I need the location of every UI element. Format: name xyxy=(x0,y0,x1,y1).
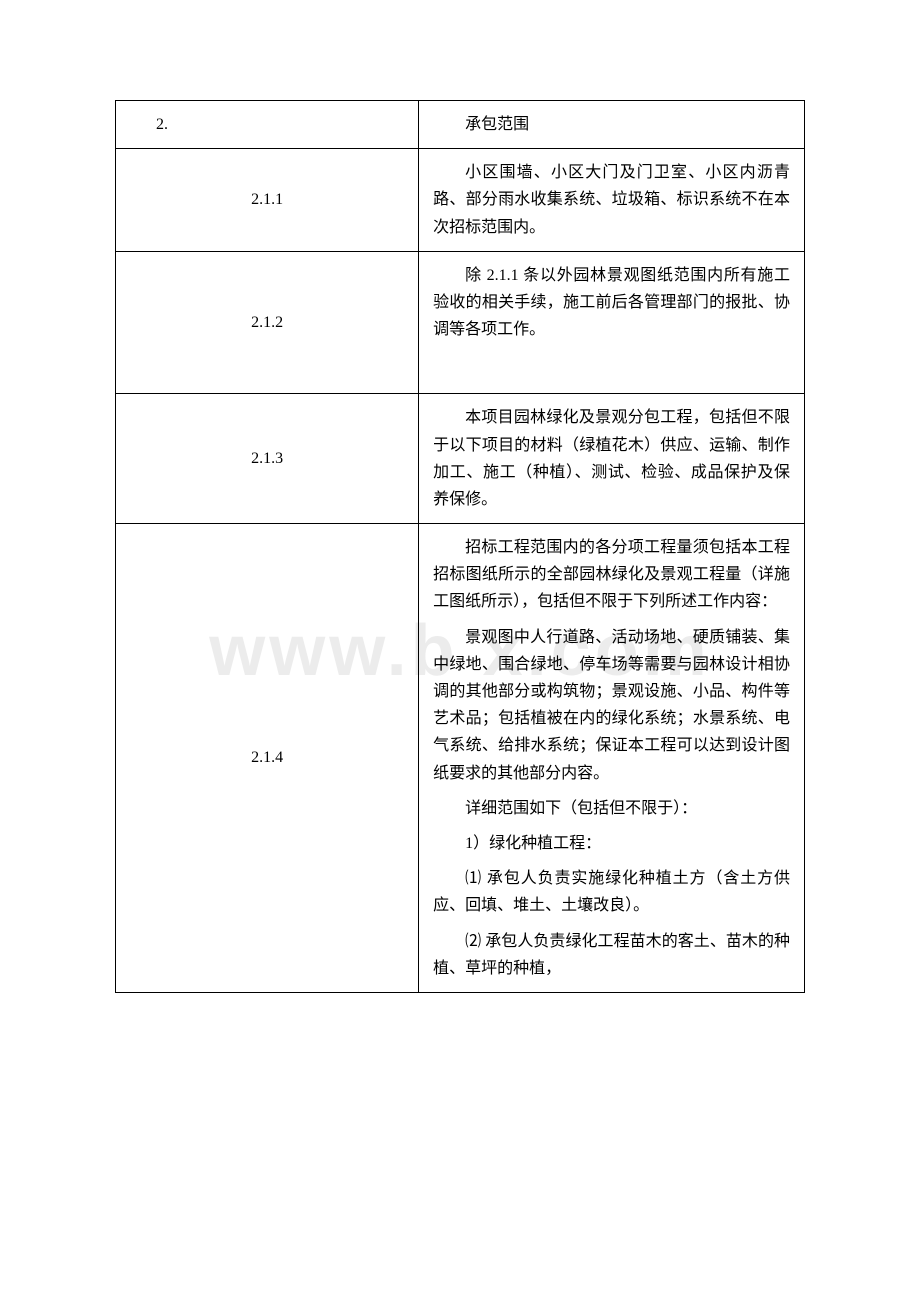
paragraph-text: ⑵ 承包人负责绿化工程苗木的客土、苗木的种植、草坪的种植， xyxy=(433,928,790,982)
paragraph-text: 详细范围如下（包括但不限于）： xyxy=(433,795,790,822)
cell-section-number: 2.1.3 xyxy=(116,394,419,524)
cell-section-content: 招标工程范围内的各分项工程量须包括本工程招标图纸所示的全部园林绿化及景观工程量（… xyxy=(419,524,805,993)
cell-section-content: 除 2.1.1 条以外园林景观图纸范围内所有施工验收的相关手续，施工前后各管理部… xyxy=(419,251,805,394)
table-row: 2. 承包范围 xyxy=(116,101,805,149)
paragraph-text: 招标工程范围内的各分项工程量须包括本工程招标图纸所示的全部园林绿化及景观工程量（… xyxy=(433,534,790,616)
cell-section-content: 小区围墙、小区大门及门卫室、小区内沥青路、部分雨水收集系统、垃圾箱、标识系统不在… xyxy=(419,149,805,252)
table-row: 2.1.3 本项目园林绿化及景观分包工程，包括但不限于以下项目的材料（绿植花木）… xyxy=(116,394,805,524)
cell-section-number: 2.1.2 xyxy=(116,251,419,394)
paragraph-text: 1）绿化种植工程： xyxy=(433,830,790,857)
paragraph-text: 景观图中人行道路、活动场地、硬质铺装、集中绿地、围合绿地、停车场等需要与园林设计… xyxy=(433,624,790,787)
cell-section-content: 本项目园林绿化及景观分包工程，包括但不限于以下项目的材料（绿植花木）供应、运输、… xyxy=(419,394,805,524)
table-row: 2.1.1 小区围墙、小区大门及门卫室、小区内沥青路、部分雨水收集系统、垃圾箱、… xyxy=(116,149,805,252)
paragraph-text: 小区围墙、小区大门及门卫室、小区内沥青路、部分雨水收集系统、垃圾箱、标识系统不在… xyxy=(433,159,790,241)
paragraph-text: 本项目园林绿化及景观分包工程，包括但不限于以下项目的材料（绿植花木）供应、运输、… xyxy=(433,404,790,513)
cell-section-content: 承包范围 xyxy=(419,101,805,149)
paragraph-text: ⑴ 承包人负责实施绿化种植土方（含土方供应、回填、堆土、土壤改良）。 xyxy=(433,865,790,919)
table-row: 2.1.2 除 2.1.1 条以外园林景观图纸范围内所有施工验收的相关手续，施工… xyxy=(116,251,805,394)
cell-section-number: 2.1.4 xyxy=(116,524,419,993)
cell-section-number: 2. xyxy=(116,101,419,149)
paragraph-text: 除 2.1.1 条以外园林景观图纸范围内所有施工验收的相关手续，施工前后各管理部… xyxy=(433,262,790,344)
table-row: 2.1.4 招标工程范围内的各分项工程量须包括本工程招标图纸所示的全部园林绿化及… xyxy=(116,524,805,993)
cell-section-number: 2.1.1 xyxy=(116,149,419,252)
document-table: 2. 承包范围 2.1.1 小区围墙、小区大门及门卫室、小区内沥青路、部分雨水收… xyxy=(115,100,805,993)
paragraph-text: 承包范围 xyxy=(433,111,790,138)
